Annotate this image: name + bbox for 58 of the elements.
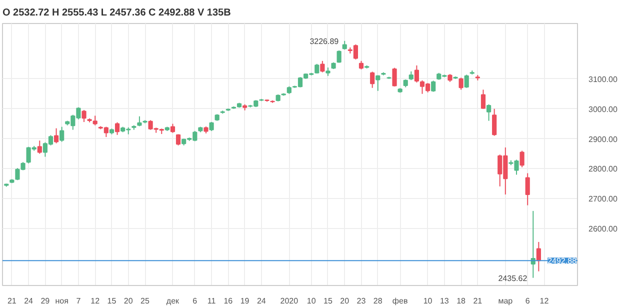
chart-title: O 2532.72 H 2555.43 L 2457.36 C 2492.88 V 135B [2,8,231,18]
y-tick-label: 2700.00 [588,194,618,204]
x-tick-label: 24 [24,296,34,306]
x-tick-label: 6 [525,296,530,306]
candlestick [114,122,120,136]
candlestick [458,77,464,90]
x-tick-label: 11 [207,296,216,306]
candlestick [60,126,64,142]
x-tick-label: мар [498,296,514,306]
x-tick-label: 23 [356,296,366,306]
x-tick-label: 21 [473,296,483,306]
candlestick [464,74,469,88]
x-tick-label: 7 [76,296,82,306]
y-tick-label: 3100.00 [588,74,618,84]
y-tick-label: 2800.00 [588,164,618,174]
candlestick [82,110,86,123]
candlestick [525,172,530,206]
candlestick [392,67,397,87]
x-tick-label: 12 [90,296,100,306]
x-tick-label: 2020 [280,296,299,306]
candlestick [480,89,486,110]
y-tick-label: 2900.00 [588,134,618,144]
x-tick-label: 15 [324,296,333,306]
x-tick-label: 10 [306,296,316,306]
annotation: 2435.62 [498,274,528,283]
candlestick [520,150,524,168]
x-tick-label: 24 [256,296,266,306]
x-tick-label: дек [166,296,180,306]
x-tick-label: ноя [55,296,68,306]
x-tick-label: 10 [423,296,433,306]
x-tick-label: 28 [373,296,383,306]
candlestick [370,71,375,88]
x-tick-label: 15 [107,296,117,306]
x-tick-label: фев [392,296,408,306]
x-tick-label: 29 [40,296,50,306]
annotation: 3226.89 [310,36,340,46]
candlestick [320,60,325,73]
candlestick [492,108,497,136]
candlestick [414,64,419,83]
x-tick-label: 16 [224,296,234,306]
ref-line-label: 2492.88 [548,256,578,266]
candlestick [376,74,380,92]
candlestick [37,140,42,154]
y-tick-label: 3000.00 [588,104,618,114]
x-tick-label: 6 [192,296,198,306]
x-tick-label: 20 [124,296,134,306]
candlestick [54,128,59,144]
x-tick-label: 18 [456,296,466,306]
candlestick [431,80,436,92]
x-tick-label: 12 [540,296,550,306]
x-tick-label: 13 [440,296,450,306]
y-tick-label: 2600.00 [588,224,618,234]
x-tick-label: 25 [140,296,150,306]
x-tick-label: 20 [340,296,350,306]
candlestick [486,104,492,122]
x-tick-label: 19 [240,296,250,306]
x-tick-label: 21 [7,296,17,306]
candlestick [336,50,342,64]
